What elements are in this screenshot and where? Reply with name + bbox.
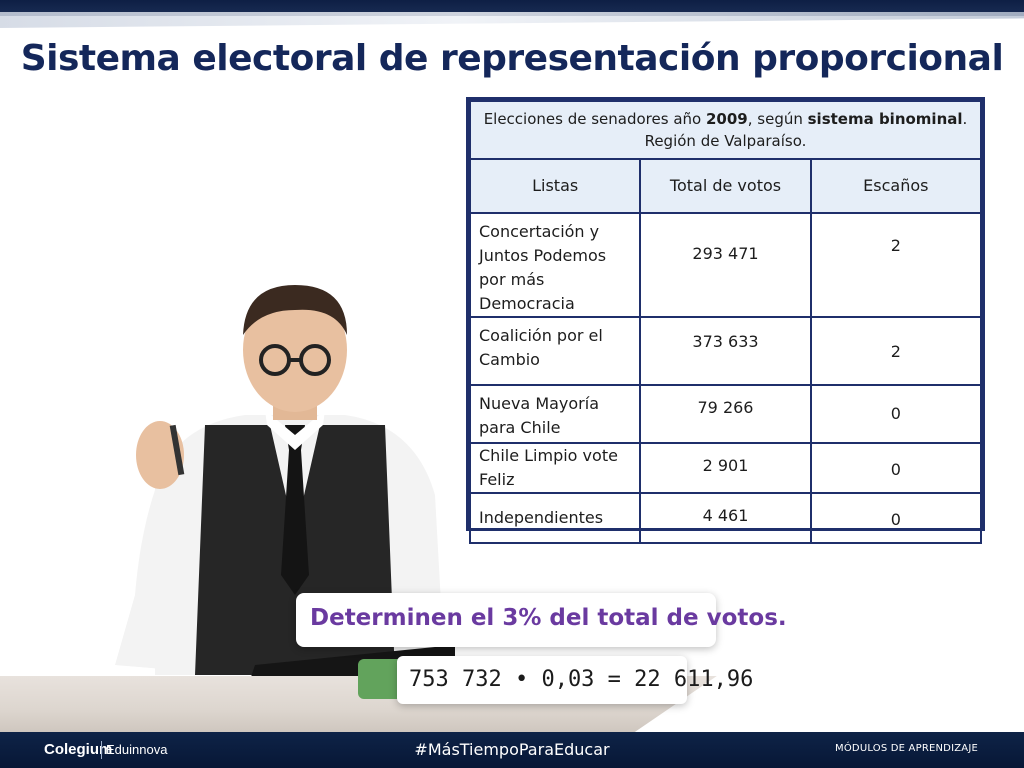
table-row: Chile Limpio vote Feliz 2 901 0 — [468, 442, 983, 494]
table-row: Concertación y Juntos Podemos por más De… — [468, 212, 983, 318]
table-row: Coalición por el Cambio 373 633 2 — [468, 316, 983, 386]
brand-eduinnova: Eduinnova — [106, 742, 168, 757]
question-text: Determinen el 3% del total de votos. — [310, 605, 787, 631]
hashtag: #MásTiempoParaEducar — [414, 740, 610, 759]
brand-colegium: Colegium — [44, 741, 113, 758]
list-name: Nueva Mayoría para Chile — [468, 384, 642, 444]
votes-value: 2 901 — [639, 442, 812, 494]
calculation-text: 753 732 • 0,03 = 22 611,96 — [409, 667, 754, 692]
seats-value: 0 — [809, 384, 983, 444]
calculation-callout: 753 732 • 0,03 = 22 611,96 — [397, 656, 753, 704]
header-total-votos: Total de votos — [639, 158, 812, 214]
header-escanos: Escaños — [809, 158, 983, 214]
list-name: Independientes — [468, 492, 642, 544]
modules-label: MÓDULOS DE APRENDIZAJE — [835, 743, 978, 754]
seats-value: 0 — [809, 442, 983, 494]
table-caption: Elecciones de senadores año 2009, según … — [469, 100, 982, 160]
election-results-table: Elecciones de senadores año 2009, según … — [466, 97, 985, 544]
brand-separator — [101, 741, 102, 759]
footer-bar: Colegium Eduinnova #MásTiempoParaEducar … — [0, 732, 1024, 768]
votes-value: 373 633 — [639, 316, 812, 386]
slide-title: Sistema electoral de representación prop… — [20, 38, 1004, 79]
votes-value: 293 471 — [639, 212, 812, 318]
answer-marker — [358, 659, 404, 699]
top-swoosh — [0, 12, 1024, 28]
votes-value: 79 266 — [639, 384, 812, 444]
header-listas: Listas — [468, 158, 642, 214]
votes-value: 4 461 — [639, 492, 812, 544]
list-name: Concertación y Juntos Podemos por más De… — [468, 212, 642, 318]
table-row: Independientes 4 461 0 — [468, 492, 983, 544]
list-name: Chile Limpio vote Feliz — [468, 442, 642, 494]
table-row: Nueva Mayoría para Chile 79 266 0 — [468, 384, 983, 444]
seats-value: 0 — [809, 492, 983, 544]
seats-value: 2 — [809, 212, 983, 318]
list-name: Coalición por el Cambio — [468, 316, 642, 386]
question-callout: Determinen el 3% del total de votos. — [296, 593, 787, 647]
seats-value: 2 — [809, 316, 983, 386]
